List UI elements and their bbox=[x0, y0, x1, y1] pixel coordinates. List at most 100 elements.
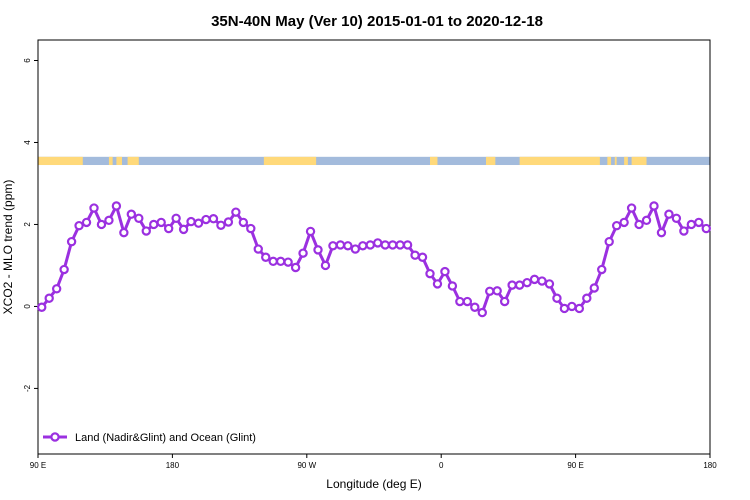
land-segment bbox=[127, 156, 139, 166]
land-segment bbox=[38, 156, 83, 166]
data-point bbox=[694, 217, 704, 228]
data-point bbox=[268, 256, 278, 267]
data-point bbox=[402, 240, 413, 250]
data-point bbox=[410, 250, 420, 260]
land-segment bbox=[614, 156, 617, 166]
land-segment bbox=[116, 156, 122, 166]
data-point bbox=[626, 203, 637, 213]
data-point bbox=[96, 219, 107, 230]
data-point bbox=[552, 293, 562, 303]
legend-marker bbox=[50, 432, 60, 442]
data-point bbox=[66, 236, 77, 247]
land-segment bbox=[624, 156, 628, 166]
data-point bbox=[544, 279, 555, 289]
data-point bbox=[298, 248, 308, 258]
data-point bbox=[597, 264, 607, 275]
chart-title: 35N-40N May (Ver 10) 2015-01-01 to 2020-… bbox=[211, 13, 543, 30]
data-point bbox=[305, 226, 316, 237]
data-point bbox=[37, 302, 47, 312]
data-point bbox=[328, 241, 338, 251]
series-group bbox=[37, 201, 711, 318]
x-tick-label: 90 E bbox=[567, 461, 583, 470]
x-axis: 90 E 180 90 W 0 90 E 180 bbox=[30, 454, 717, 470]
data-point bbox=[201, 214, 211, 225]
land-segment bbox=[263, 156, 317, 166]
data-point bbox=[223, 217, 234, 227]
data-point bbox=[499, 296, 510, 307]
data-point bbox=[574, 303, 585, 314]
x-tick-label: 90 E bbox=[30, 461, 46, 470]
data-point bbox=[171, 213, 181, 224]
data-point bbox=[290, 262, 301, 273]
surface-band bbox=[38, 156, 710, 166]
data-point bbox=[701, 223, 711, 234]
data-point bbox=[134, 213, 144, 224]
data-point bbox=[163, 223, 174, 234]
land-segment bbox=[486, 156, 496, 166]
data-point bbox=[582, 293, 592, 303]
data-point bbox=[664, 209, 674, 219]
data-point bbox=[514, 280, 525, 290]
legend: Land (Nadir&Glint) and Ocean (Glint) bbox=[43, 432, 256, 444]
data-point bbox=[492, 286, 502, 296]
plot-frame bbox=[37, 39, 711, 455]
data-point bbox=[559, 303, 570, 314]
data-point bbox=[178, 224, 189, 235]
data-point bbox=[104, 215, 114, 226]
data-point bbox=[253, 244, 263, 254]
data-point bbox=[373, 238, 383, 248]
data-point bbox=[649, 201, 659, 211]
data-point bbox=[395, 240, 405, 250]
data-point bbox=[656, 227, 667, 238]
data-point bbox=[51, 284, 62, 294]
data-point bbox=[679, 226, 689, 236]
land-segment bbox=[607, 156, 612, 166]
data-point bbox=[455, 296, 465, 307]
data-point bbox=[246, 223, 256, 234]
data-point bbox=[432, 279, 443, 289]
data-point bbox=[619, 217, 629, 228]
data-point bbox=[365, 240, 375, 250]
y-axis: -2 0 2 4 6 bbox=[23, 58, 38, 392]
x-tick-label: 180 bbox=[703, 461, 717, 470]
data-point bbox=[567, 301, 577, 312]
data-point bbox=[462, 296, 473, 307]
data-point bbox=[529, 274, 540, 285]
y-tick-label: 4 bbox=[23, 140, 32, 145]
data-point bbox=[313, 245, 323, 255]
data-point bbox=[186, 216, 196, 227]
data-point bbox=[193, 218, 204, 228]
data-point bbox=[589, 283, 599, 293]
y-tick-label: -2 bbox=[23, 384, 32, 392]
data-point bbox=[485, 286, 495, 296]
data-point bbox=[126, 209, 137, 219]
data-point bbox=[208, 214, 219, 224]
y-tick-label: 6 bbox=[23, 58, 32, 63]
data-point bbox=[522, 277, 532, 288]
data-point bbox=[641, 215, 652, 226]
data-point bbox=[335, 240, 346, 250]
data-point bbox=[283, 257, 293, 267]
data-point bbox=[380, 240, 390, 250]
data-point bbox=[387, 240, 398, 250]
data-point bbox=[59, 264, 69, 275]
legend-label: Land (Nadir&Glint) and Ocean (Glint) bbox=[75, 432, 256, 444]
data-point bbox=[440, 266, 450, 277]
data-point bbox=[507, 280, 517, 290]
data-point bbox=[149, 219, 159, 230]
data-point bbox=[111, 201, 122, 211]
land-segment bbox=[519, 156, 600, 166]
data-point bbox=[686, 219, 697, 230]
data-point bbox=[477, 307, 487, 318]
data-point bbox=[216, 220, 226, 230]
data-point bbox=[89, 203, 99, 213]
land-segment bbox=[108, 156, 113, 166]
land-segment bbox=[631, 156, 647, 166]
data-point bbox=[261, 252, 271, 262]
x-tick-label: 0 bbox=[439, 461, 444, 470]
land-segment bbox=[430, 156, 438, 166]
data-point bbox=[350, 244, 361, 254]
x-tick-label: 180 bbox=[166, 461, 180, 470]
data-point bbox=[44, 293, 54, 303]
ocean-band bbox=[38, 156, 710, 166]
